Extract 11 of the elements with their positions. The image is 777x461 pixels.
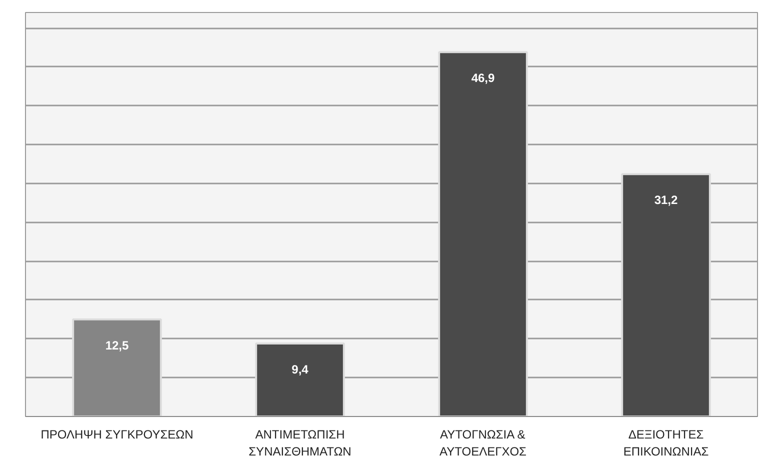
- data-label: 9,4: [292, 362, 309, 376]
- data-label: 46,9: [471, 71, 496, 86]
- bar: [255, 342, 345, 416]
- bar: [438, 51, 528, 416]
- x-tick-label: ΑΝΤΙΜΕΤΩΠΙΣΗ ΣΥΝΑΙΣΘΗΜΑΤΩΝ: [248, 428, 352, 458]
- x-tick-label: ΠΡΟΛΗΨΗ ΣΥΓΚΡΟΥΣΕΩΝ: [40, 428, 194, 442]
- data-label: 31,2: [654, 193, 678, 208]
- x-tick-label: ΔΕΞΙΟΤΗΤΕΣ ΕΠΙΚΟΙΝΩΝΙΑΣ: [623, 428, 709, 458]
- data-label: 12,5: [105, 338, 130, 352]
- x-tick-label: ΑΥΤΟΓΝΩΣΙΑ & ΑΥΤΟΕΛΕΓΧΟΣ: [440, 428, 526, 458]
- bar: [621, 173, 711, 416]
